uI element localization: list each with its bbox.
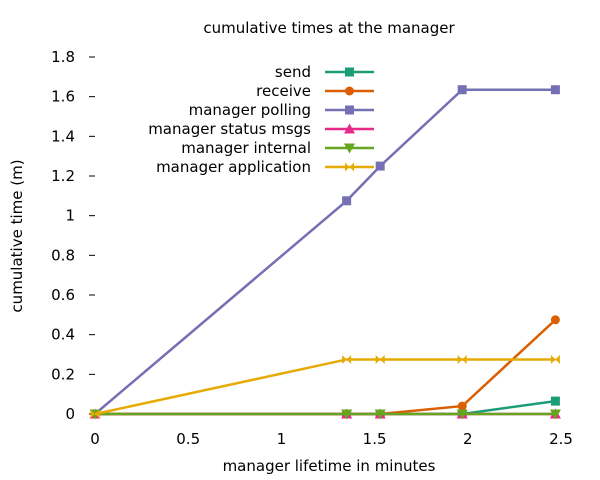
y-tick-label: 1.6 [51, 88, 75, 106]
x-ticks: 0 0.5 1 1.5 2 2.5 [90, 430, 573, 448]
data-point [456, 409, 468, 420]
data-point [90, 409, 100, 419]
legend-item: send [275, 63, 374, 81]
data-point [375, 354, 385, 364]
y-tick-label: 1 [65, 207, 75, 225]
legend-label: manager polling [189, 101, 311, 119]
legend-swatch-marker [344, 123, 355, 134]
x-tick-label: 1.5 [363, 430, 387, 448]
x-tick-label: 0 [90, 430, 100, 448]
data-point [550, 396, 560, 406]
data-point [342, 354, 352, 364]
legend-swatch-marker [345, 86, 354, 96]
data-point [550, 315, 560, 325]
data-point [457, 85, 467, 95]
series-line [94, 358, 556, 416]
legend-swatch-marker [345, 67, 354, 77]
y-tick-label: 1.4 [51, 127, 75, 145]
x-tick-label: 1 [277, 430, 287, 448]
x-tick-label: 2 [463, 430, 473, 448]
x-tick-label: 0.5 [176, 430, 200, 448]
x-tick-label: 2.5 [549, 430, 573, 448]
data-point [375, 161, 385, 171]
data-point [549, 409, 561, 420]
legend-swatch-marker [345, 105, 354, 115]
y-tick-label: 1.8 [51, 48, 75, 66]
y-tick-label: 0 [65, 405, 75, 423]
legend-item: manager internal [181, 139, 374, 157]
data-point [550, 354, 560, 364]
legend-item: receive [256, 82, 374, 100]
chart-title: cumulative times at the manager [203, 19, 455, 37]
legend-swatch-marker [344, 143, 355, 154]
series-receive [90, 315, 560, 419]
series-layer [89, 85, 561, 420]
y-tick-label: 0.8 [51, 246, 75, 264]
data-point [342, 196, 352, 206]
series-line [95, 399, 556, 416]
data-point [374, 409, 386, 420]
legend-item: manager status msgs [148, 120, 374, 138]
x-axis-label: manager lifetime in minutes [223, 457, 436, 475]
legend-label: manager application [156, 158, 311, 176]
legend-label: send [275, 63, 311, 81]
y-ticks: 0 0.2 0.4 0.6 0.8 1 1.2 1.4 1.6 1.8 [51, 48, 95, 423]
legend-swatch-marker [345, 162, 354, 172]
legend-label: manager internal [181, 139, 311, 157]
y-tick-label: 0.6 [51, 286, 75, 304]
data-point [457, 401, 467, 411]
y-axis-label: cumulative time (m) [8, 159, 26, 312]
series-manager-application [90, 354, 560, 419]
y-tick-label: 1.2 [51, 167, 75, 185]
legend-item: manager application [156, 158, 374, 176]
legend-label: manager status msgs [148, 120, 311, 138]
legend-item: manager polling [189, 101, 374, 119]
data-point [550, 85, 560, 95]
data-point [341, 409, 353, 420]
y-tick-label: 0.2 [51, 365, 75, 383]
data-point [457, 354, 467, 364]
legend-label: receive [256, 82, 311, 100]
y-tick-label: 0.4 [51, 326, 75, 344]
